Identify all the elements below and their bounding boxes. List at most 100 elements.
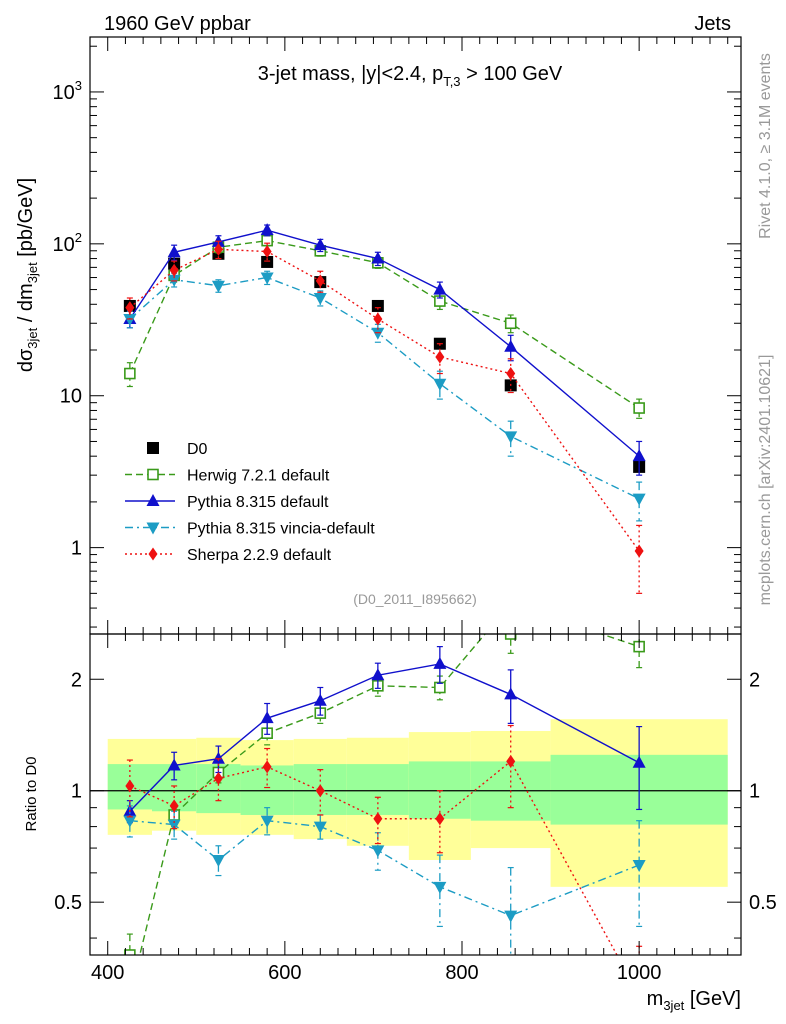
data-point-pythia xyxy=(371,251,385,264)
ratio-point-vincia xyxy=(167,819,181,832)
ratio-point-vincia xyxy=(371,845,385,858)
data-point-sherpa xyxy=(169,263,179,277)
data-point-sherpa xyxy=(373,312,383,326)
legend-item-herwig: Herwig 7.2.1 default xyxy=(125,468,330,485)
legend-marker xyxy=(148,547,158,561)
ratio-y-tick-label: 2 xyxy=(71,669,82,691)
ratio-point-sherpa xyxy=(373,812,383,826)
data-point-pythia xyxy=(167,245,181,258)
ratio-y-tick-label: 1 xyxy=(71,781,82,803)
series-pythia xyxy=(123,223,646,476)
ratio-y-tick-label-right: 1 xyxy=(749,781,760,803)
analysis-id-watermark: (D0_2011_I895662) xyxy=(353,591,477,607)
ratio-point-sherpa xyxy=(315,784,325,798)
data-point-vincia xyxy=(260,272,274,285)
rivet-version-label: Rivet 4.1.0, ≥ 3.1M events xyxy=(757,53,774,239)
header-energy-label: 1960 GeV ppbar xyxy=(104,13,251,35)
data-point-pythia xyxy=(433,282,447,295)
data-point-d0 xyxy=(371,299,384,312)
data-point-sherpa xyxy=(315,274,325,288)
main-y-tick-label: 10 xyxy=(60,386,82,408)
ratio-point-pythia xyxy=(211,751,225,764)
series-line xyxy=(129,239,640,409)
tick-base: 10 xyxy=(53,82,75,104)
data-point-vincia xyxy=(313,292,327,305)
ratio-point-vincia xyxy=(632,860,646,873)
ratio-point-pythia xyxy=(313,693,327,706)
legend-item-pythia: Pythia 8.315 default xyxy=(125,494,329,511)
data-point-pythia xyxy=(504,339,518,352)
data-point-herwig xyxy=(504,317,517,330)
ratio-point-vincia xyxy=(433,881,447,894)
data-point-vincia xyxy=(123,314,137,327)
legend-label: Pythia 8.315 vincia-default xyxy=(187,521,375,538)
data-point-sherpa xyxy=(506,367,516,381)
ratio-point-herwig xyxy=(434,681,446,694)
ratio-point-sherpa xyxy=(435,812,445,826)
x-tick-label: 400 xyxy=(91,962,124,984)
series-line xyxy=(129,229,640,457)
data-point-vincia xyxy=(632,493,646,506)
main-y-tick-label: 1 xyxy=(71,538,82,560)
ratio-point-pythia xyxy=(371,668,385,681)
tick-base: 1 xyxy=(71,538,82,560)
data-point-vincia xyxy=(371,327,385,340)
ratio-point-sherpa xyxy=(262,760,272,774)
mcplots-label: mcplots.cern.ch [arXiv:2401.10621] xyxy=(757,355,774,606)
legend-marker xyxy=(146,494,160,506)
data-point-vincia xyxy=(433,378,447,391)
legend-marker xyxy=(147,468,159,481)
data-point-vincia xyxy=(504,431,518,444)
ratio-line xyxy=(129,760,618,955)
data-point-sherpa xyxy=(435,350,445,364)
legend-label: Sherpa 2.2.9 default xyxy=(187,547,332,564)
ratio-point-pythia xyxy=(632,755,646,768)
ratio-point-vincia xyxy=(260,815,274,828)
main-chart-title: 3-jet mass, |y|<2.4, pT,3 > 100 GeV xyxy=(258,63,563,89)
tick-power: 3 xyxy=(75,78,82,93)
main-series-layer xyxy=(123,223,646,594)
series-herwig xyxy=(124,234,645,419)
ratio-point-sherpa xyxy=(213,771,223,785)
data-point-pythia xyxy=(260,223,274,236)
data-point-sherpa xyxy=(213,242,223,256)
ratio-point-sherpa xyxy=(635,989,644,1002)
data-point-herwig xyxy=(633,402,645,414)
legend-label: Herwig 7.2.1 default xyxy=(187,468,330,485)
ratio-point-pythia xyxy=(433,656,447,669)
ratio-point-herwig xyxy=(124,949,136,955)
ratio-point-vincia xyxy=(504,910,518,923)
main-panel-frame xyxy=(89,36,742,635)
ratio-point-pythia xyxy=(260,711,274,724)
ratio-y-tick-label: 0.5 xyxy=(54,892,82,914)
legend-label: Pythia 8.315 default xyxy=(187,494,329,511)
data-point-pythia xyxy=(632,449,646,462)
ratio-point-vincia xyxy=(211,854,225,867)
ratio-point-sherpa xyxy=(125,779,135,793)
ratio-y-tick-label-right: 2 xyxy=(749,669,760,691)
ratio-point-pythia xyxy=(167,758,181,771)
data-point-sherpa xyxy=(125,301,135,315)
data-point-sherpa xyxy=(634,544,644,558)
x-axis-label: m3jet [GeV] xyxy=(647,988,741,1013)
legend-label: D0 xyxy=(187,441,208,458)
ratio-point-vincia xyxy=(123,815,137,828)
ratio-series-vincia xyxy=(123,805,646,955)
uncertainty-band-inner xyxy=(408,761,471,819)
x-tick-label: 800 xyxy=(445,962,478,984)
uncertainty-band-inner xyxy=(346,764,409,815)
data-point-sherpa xyxy=(262,245,272,259)
legend-item-sherpa: Sherpa 2.2.9 default xyxy=(125,547,332,564)
x-tick-label: 600 xyxy=(268,962,301,984)
legend-marker xyxy=(147,442,159,454)
main-y-axis-label: dσ3jet / dm3jet [pb/GeV] xyxy=(15,178,40,372)
ratio-series-pythia xyxy=(123,646,646,824)
x-tick-label: 1000 xyxy=(617,962,662,984)
data-point-pythia xyxy=(313,238,327,251)
data-point-vincia xyxy=(211,280,225,293)
ratio-point-herwig xyxy=(504,634,517,640)
ratio-y-tick-label-right: 0.5 xyxy=(749,892,777,914)
tick-power: 2 xyxy=(75,230,82,245)
ratio-axes: 0.5 0.5 1 1 2 2 400 600 800 1000 xyxy=(54,634,777,984)
data-point-d0 xyxy=(261,255,274,268)
